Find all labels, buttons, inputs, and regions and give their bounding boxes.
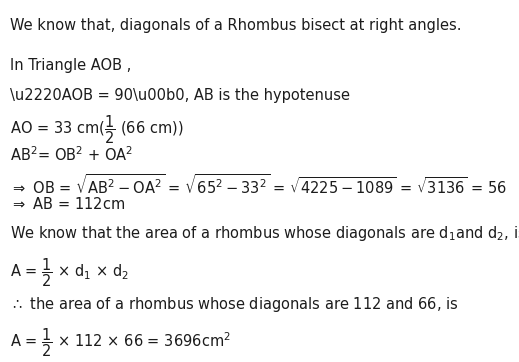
Text: $\Rightarrow$ OB = $\sqrt{\mathrm{AB}^2 - \mathrm{OA}^2}$ = $\sqrt{65^2 - 33^2}$: $\Rightarrow$ OB = $\sqrt{\mathrm{AB}^2 … xyxy=(10,173,507,197)
Text: AO = 33 cm($\dfrac{1}{2}$ (66 cm)): AO = 33 cm($\dfrac{1}{2}$ (66 cm)) xyxy=(10,113,183,146)
Text: In Triangle AOB ,: In Triangle AOB , xyxy=(10,58,131,73)
Text: A = $\dfrac{1}{2}$ $\times$ 112 $\times$ 66 = 3696cm$^2$: A = $\dfrac{1}{2}$ $\times$ 112 $\times$… xyxy=(10,326,231,358)
Text: We know that the area of a rhombus whose diagonals are d$_1$and d$_2$, is: We know that the area of a rhombus whose… xyxy=(10,224,519,243)
Text: We know that, diagonals of a Rhombus bisect at right angles.: We know that, diagonals of a Rhombus bis… xyxy=(10,18,461,33)
Text: $\therefore$ the area of a rhombus whose diagonals are 112 and 66, is: $\therefore$ the area of a rhombus whose… xyxy=(10,295,458,314)
Text: $\Rightarrow$ AB = 112cm: $\Rightarrow$ AB = 112cm xyxy=(10,196,125,212)
Text: A = $\dfrac{1}{2}$ $\times$ d$_1$ $\times$ d$_2$: A = $\dfrac{1}{2}$ $\times$ d$_1$ $\time… xyxy=(10,256,129,289)
Text: AB$^2$= OB$^2$ + OA$^2$: AB$^2$= OB$^2$ + OA$^2$ xyxy=(10,145,133,164)
Text: \u2220AOB = 90\u00b0, AB is the hypotenuse: \u2220AOB = 90\u00b0, AB is the hypotenu… xyxy=(10,88,350,103)
